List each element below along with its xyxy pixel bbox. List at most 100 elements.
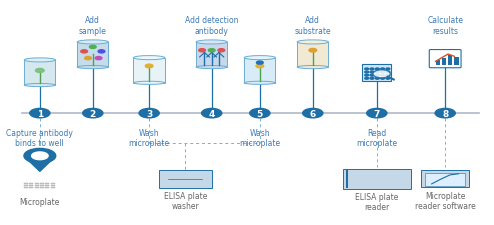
Circle shape [139,109,159,118]
Circle shape [36,69,44,73]
Circle shape [373,70,390,79]
FancyBboxPatch shape [51,183,54,184]
FancyBboxPatch shape [24,187,28,189]
Circle shape [386,72,390,74]
Circle shape [98,51,105,54]
Circle shape [82,109,103,118]
Circle shape [81,51,87,54]
Circle shape [370,69,374,70]
Circle shape [370,75,374,77]
Ellipse shape [297,41,329,45]
Circle shape [381,72,384,74]
Text: 5: 5 [257,109,263,118]
Circle shape [303,109,323,118]
Circle shape [386,69,390,70]
Circle shape [370,78,374,80]
Circle shape [84,57,91,60]
Ellipse shape [244,82,276,85]
FancyBboxPatch shape [448,56,453,65]
FancyBboxPatch shape [343,169,411,190]
Circle shape [386,75,390,77]
FancyBboxPatch shape [196,43,227,68]
Ellipse shape [77,41,109,45]
Text: Read
microplate: Read microplate [356,128,397,147]
Text: Microplate: Microplate [20,198,60,206]
Ellipse shape [133,82,165,85]
FancyBboxPatch shape [159,171,212,189]
Circle shape [145,65,153,68]
FancyBboxPatch shape [244,58,276,83]
FancyBboxPatch shape [45,187,49,189]
Circle shape [256,62,263,65]
Text: 1: 1 [37,109,43,118]
FancyBboxPatch shape [297,43,329,68]
FancyBboxPatch shape [45,185,49,187]
Ellipse shape [77,66,109,69]
Circle shape [218,50,225,53]
FancyBboxPatch shape [24,185,28,187]
FancyBboxPatch shape [24,61,55,86]
Text: 2: 2 [90,109,96,118]
Text: Microplate
reader software: Microplate reader software [415,191,476,210]
Circle shape [250,109,270,118]
Circle shape [199,50,206,53]
FancyBboxPatch shape [30,183,34,184]
Text: 4: 4 [208,109,215,118]
FancyBboxPatch shape [35,185,39,187]
FancyBboxPatch shape [454,57,458,65]
Circle shape [95,57,102,60]
Circle shape [381,78,384,80]
FancyBboxPatch shape [35,183,39,184]
Text: 3: 3 [146,109,152,118]
FancyBboxPatch shape [442,59,446,65]
Circle shape [381,75,384,77]
Text: Wash
microplate: Wash microplate [128,128,169,147]
FancyBboxPatch shape [51,185,54,187]
Ellipse shape [24,58,55,63]
Text: Add
sample: Add sample [79,16,107,35]
Text: ELISA plate
washer: ELISA plate washer [164,191,207,210]
Ellipse shape [196,41,227,45]
FancyBboxPatch shape [77,43,109,68]
Text: 7: 7 [373,109,380,118]
FancyBboxPatch shape [345,171,348,189]
Circle shape [381,69,384,70]
FancyBboxPatch shape [363,64,391,81]
Circle shape [365,75,369,77]
Circle shape [30,109,50,118]
Text: 6: 6 [310,109,316,118]
Circle shape [202,109,222,118]
Text: Add detection
antibody: Add detection antibody [185,16,239,35]
FancyBboxPatch shape [429,50,461,68]
Circle shape [375,69,379,70]
Circle shape [375,75,379,77]
Circle shape [375,78,379,80]
Circle shape [370,72,374,74]
Circle shape [365,72,369,74]
Ellipse shape [24,84,55,87]
Circle shape [32,152,48,160]
Circle shape [386,78,390,80]
Ellipse shape [244,56,276,61]
FancyBboxPatch shape [436,61,440,65]
Circle shape [365,78,369,80]
Polygon shape [28,160,52,172]
Ellipse shape [196,66,227,69]
FancyBboxPatch shape [133,58,165,83]
Circle shape [89,46,96,49]
Text: Calculate
results: Calculate results [427,16,463,35]
FancyBboxPatch shape [421,171,469,187]
Ellipse shape [133,56,165,61]
FancyBboxPatch shape [24,183,28,184]
FancyBboxPatch shape [40,183,44,184]
Circle shape [309,49,317,53]
FancyBboxPatch shape [35,187,39,189]
Circle shape [24,149,56,164]
FancyBboxPatch shape [51,187,54,189]
Text: Add
substrate: Add substrate [294,16,331,35]
Circle shape [435,109,455,118]
FancyBboxPatch shape [30,187,34,189]
FancyBboxPatch shape [30,185,34,187]
Text: ELISA plate
reader: ELISA plate reader [355,192,399,211]
Circle shape [256,65,264,68]
